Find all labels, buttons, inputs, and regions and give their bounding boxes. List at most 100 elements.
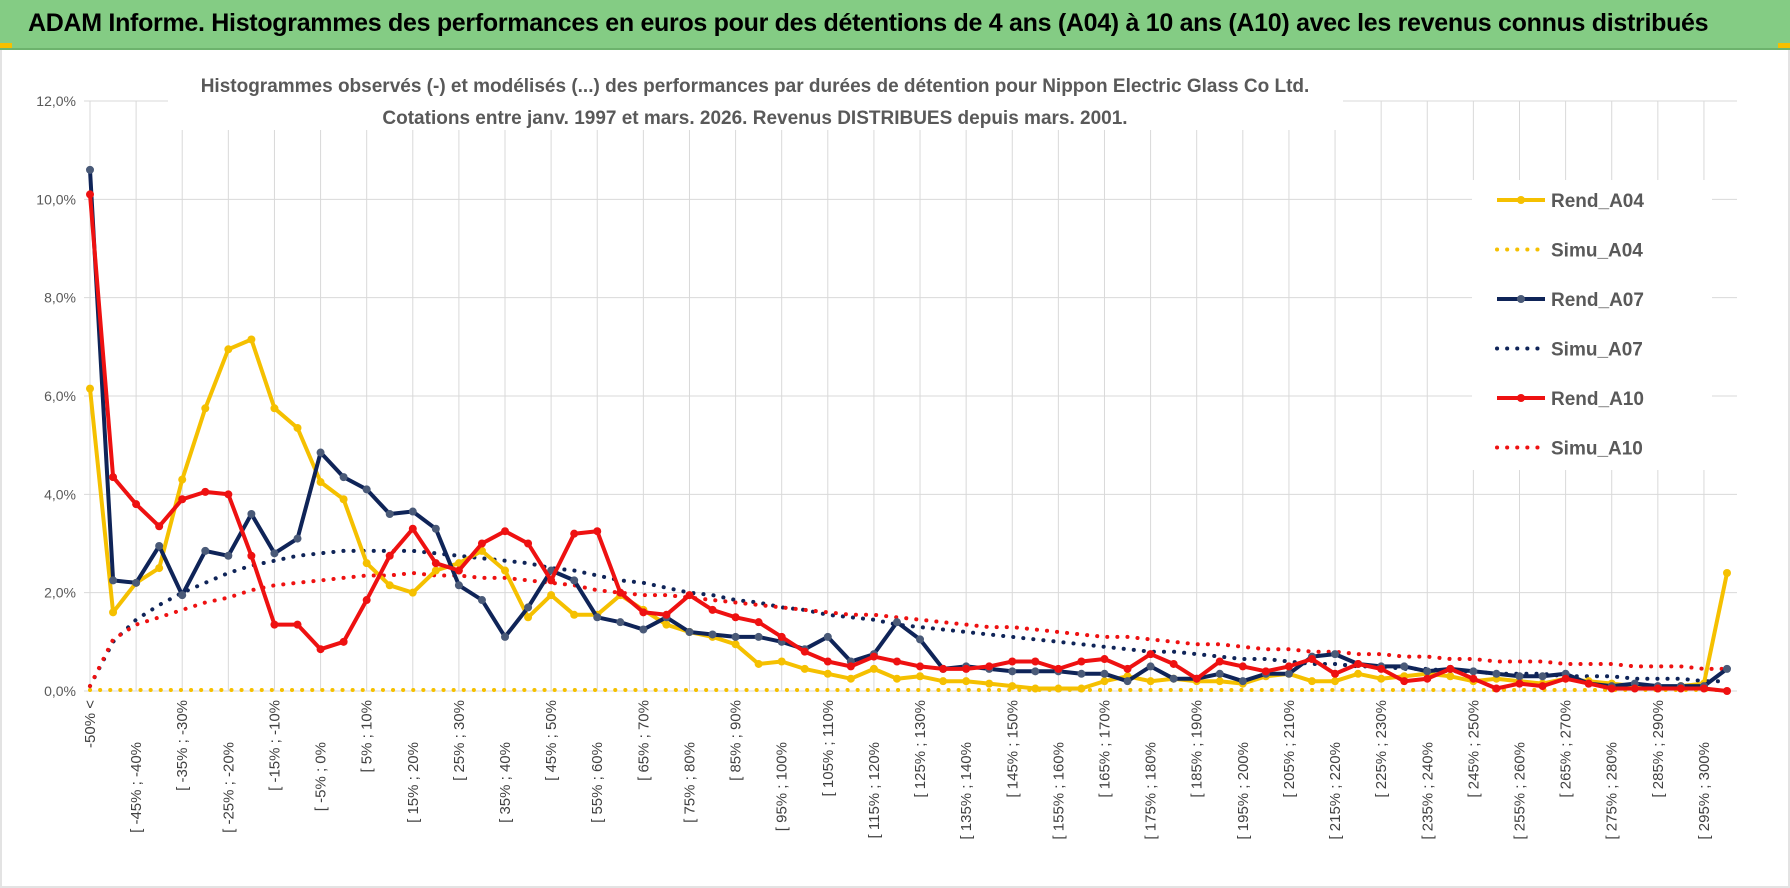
legend-marker (1517, 295, 1525, 303)
data-point (316, 478, 325, 487)
chart-titles: Histogrammes observés (-) et modélisés (… (168, 62, 1343, 130)
x-tick-label: [ 175% ; 180% (1143, 742, 1160, 840)
x-tick-label: [ 225% ; 230% (1373, 700, 1390, 798)
data-point (86, 384, 94, 393)
data-point (846, 674, 855, 683)
data-point (1515, 679, 1524, 688)
data-point (385, 551, 394, 560)
data-point (1146, 662, 1155, 671)
data-point (1423, 667, 1432, 676)
data-point (1538, 682, 1547, 691)
data-point (1584, 679, 1593, 688)
data-point (916, 672, 925, 681)
data-point (132, 500, 141, 509)
data-point (731, 613, 740, 622)
data-point (1123, 664, 1132, 673)
x-tick-label: [ -5% ; 0% (313, 742, 330, 811)
data-point (869, 652, 878, 661)
data-point (1561, 674, 1570, 683)
data-point (570, 610, 579, 619)
data-point (1192, 674, 1201, 683)
x-tick-label: [ 205% ; 210% (1281, 700, 1298, 798)
data-point (477, 596, 486, 605)
data-point (408, 588, 417, 597)
x-tick-label: [ 105% ; 110% (820, 700, 837, 796)
data-point (385, 581, 394, 590)
data-point (823, 632, 832, 641)
data-point (1100, 677, 1109, 686)
data-point (616, 588, 625, 597)
data-point (201, 487, 210, 496)
data-point (1331, 650, 1340, 659)
data-point (316, 448, 325, 457)
y-axis: 0,0% 2,0% 4,0% 6,0% 8,0% 10,0% 12,0% (36, 93, 76, 699)
data-point (1146, 650, 1155, 659)
banner-accent-left (0, 43, 12, 48)
data-point (224, 345, 233, 354)
legend-marker (1517, 394, 1525, 402)
data-point (1307, 655, 1316, 664)
data-point (1423, 674, 1432, 683)
data-point (155, 564, 164, 573)
x-tick-label: [ 35% ; 40% (497, 742, 514, 823)
chart-title-line2: Cotations entre janv. 1997 et mars. 2026… (382, 108, 1127, 129)
x-tick-label: [ -25% ; -20% (220, 742, 237, 833)
data-point (1630, 684, 1639, 693)
data-point (639, 608, 648, 617)
data-point (731, 640, 740, 649)
data-point (708, 630, 717, 639)
x-axis: -50% < [ -45% ; -40% [ -35% ; -30% [ -25% ;… (82, 700, 1713, 840)
data-point (431, 566, 440, 575)
banner-accent-right (1778, 43, 1790, 48)
series-line (88, 570, 1729, 689)
x-tick-label: [ 25% ; 30% (451, 700, 468, 781)
data-point (109, 576, 118, 585)
data-point (1077, 684, 1086, 693)
data-point (339, 637, 348, 646)
data-point (731, 632, 740, 641)
data-point (547, 591, 556, 600)
data-point (962, 677, 971, 686)
data-point (1054, 664, 1063, 673)
data-point (1307, 677, 1316, 686)
data-point (593, 527, 602, 536)
data-point (777, 632, 786, 641)
x-tick-label: [ 295% ; 300% (1696, 742, 1713, 840)
data-point (293, 423, 302, 432)
data-point (1031, 667, 1040, 676)
data-point (1215, 657, 1224, 666)
data-point (524, 613, 533, 622)
data-point (1077, 669, 1086, 678)
data-point (408, 507, 417, 516)
legend-item: Simu_A07 (1495, 340, 1643, 361)
report-banner: ADAM Informe. Histogrammes des performan… (0, 0, 1790, 50)
x-tick-label: [ 235% ; 240% (1419, 742, 1436, 840)
legend-marker (1517, 196, 1525, 204)
data-point (224, 551, 233, 560)
data-point (247, 551, 256, 560)
data-point (892, 618, 901, 627)
x-tick-label: [ 185% ; 190% (1189, 700, 1206, 798)
data-point (547, 576, 556, 585)
x-tick-label: [ 55% ; 60% (589, 742, 606, 823)
data-point (1123, 677, 1132, 686)
data-point (1699, 684, 1708, 693)
data-point (1008, 667, 1017, 676)
series-line (88, 194, 1728, 693)
data-point (270, 549, 279, 558)
data-point (1169, 674, 1178, 683)
data-point (1031, 657, 1040, 666)
data-point (754, 632, 763, 641)
data-point (431, 559, 440, 568)
data-point (800, 664, 809, 673)
data-point (1377, 664, 1386, 673)
data-point (1400, 677, 1409, 686)
x-tick-label: [ 265% ; 270% (1558, 700, 1575, 798)
x-tick-label: [ 245% ; 250% (1465, 700, 1482, 798)
data-point (270, 404, 279, 413)
y-tick-label: 0,0% (44, 683, 76, 699)
data-point (1469, 667, 1478, 676)
data-point (916, 662, 925, 671)
data-point (685, 591, 694, 600)
